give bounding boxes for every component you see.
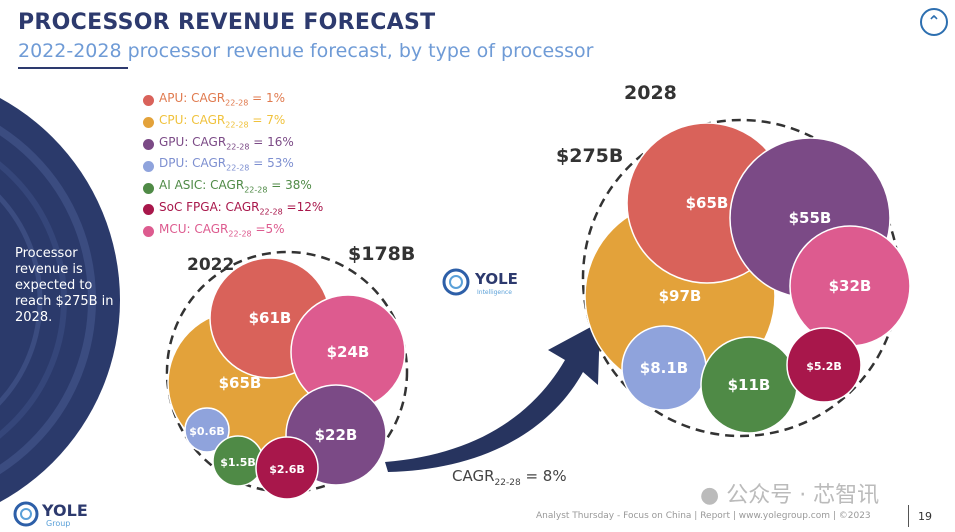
yole-intelligence-logo [442,268,470,296]
cagr-sub: 22-28 [494,478,521,488]
legend-item-apu: APU: CAGR22-28 = 1% [143,90,323,112]
legend-dot [143,160,154,172]
footer-divider [908,505,909,527]
bubble-chart: $65B $61B $24B $22B $0.6B $1.5B $2.6B $97B $65B $… [165,118,911,500]
cagr-suffix: = 8% [520,467,567,485]
legend-label: CPU: CAGR22-28 = 7% [159,112,286,130]
legend-item-gpu: GPU: CAGR22-28 = 16% [143,134,323,156]
bubble-label: $65B [219,374,262,392]
side-note: Processor revenue is expected to reach $… [15,246,114,325]
watermark-text: 公众号 · 芯智讯 [726,483,880,508]
legend-dot [143,117,154,129]
legend-item-mcu: MCU: CAGR22-28 =5% [143,221,323,243]
total-2028-label: $275B [556,145,624,167]
legend-label: APU: CAGR22-28 = 1% [159,91,286,108]
page-title: PROCESSOR REVENUE FORECAST [18,10,436,35]
bubble-label: $1.5B [220,456,256,469]
page-number: 19 [918,510,932,523]
bubble-label: $22B [315,426,358,444]
bubble-label: $0.6B [189,425,225,438]
bubble-label: $11B [728,376,771,394]
legend: APU: CAGR22-28 = 1% CPU: CAGR22-28 = 7% GP… [143,90,323,243]
legend-dot [143,204,154,216]
total-2022-label: $178B [348,243,416,265]
yole-group-logo [13,501,39,527]
decorative-arc-circle [0,98,120,502]
yole-logo-text: YOLE [475,270,518,288]
bubble-label: $8.1B [640,359,688,377]
legend-item-soc-fpga: SoC FPGA: CAGR22-28 =12% [143,199,323,221]
footer-text: Analyst Thursday - Focus on China | Repo… [536,511,871,521]
bubble-label: $65B [686,194,729,212]
legend-item-dpu: DPU: CAGR22-28 = 53% [143,155,323,177]
bubble-label: $32B [829,277,872,295]
bubble-label: $2.6B [269,463,305,476]
title-underline [18,67,128,69]
year-2028-label: 2028 [624,82,677,104]
legend-label: GPU: CAGR22-28 = 16% [159,134,294,151]
bubble-2022-dpu [184,407,230,453]
bubble-label: $24B [327,343,370,361]
legend-label: AI ASIC: CAGR22-28 = 38% [159,178,312,195]
chevron-up-icon[interactable]: ⌃ [920,8,948,36]
watermark: ● 公众号 · 芯智讯 [700,477,879,509]
legend-dot [143,138,154,150]
legend-label: SoC FPGA: CAGR22-28 =12% [159,199,324,217]
legend-label: MCU: CAGR22-28 =5% [159,221,285,239]
growth-arrow [385,322,600,472]
legend-dot [143,182,154,194]
legend-dot [143,95,154,107]
bubble-label: $5.2B [806,360,842,373]
legend-item-ai-asic: AI ASIC: CAGR22-28 = 38% [143,177,323,199]
yole-group-text: YOLE [42,501,88,520]
cagr-prefix: CAGR [452,467,495,485]
bubble-2028-soc-fpga [786,327,862,403]
overall-cagr: CAGR22-28 = 8% [452,467,567,488]
legend-item-cpu: CPU: CAGR22-28 = 7% [143,112,323,134]
page-subtitle: 2022-2028 processor revenue forecast, by… [18,40,594,62]
legend-dot [143,226,154,238]
bubble-label: $97B [659,287,702,305]
yole-logo-subtext: Intelligence [477,289,512,296]
bubble-2022-soc-fpga [255,436,319,500]
yole-group-subtext: Group [46,519,71,528]
bubble-label: $55B [789,209,832,227]
legend-label: DPU: CAGR22-28 = 53% [159,156,294,173]
wechat-icon: ● [700,483,720,508]
year-2022-label: 2022 [187,255,235,275]
bubble-label: $61B [249,309,292,327]
